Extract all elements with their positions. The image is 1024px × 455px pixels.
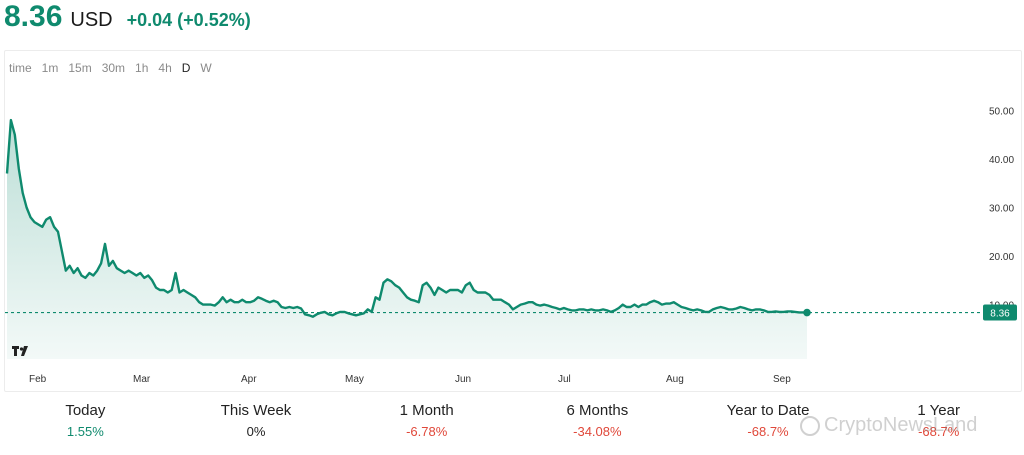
stat-value: -6.78% [406,424,448,439]
watermark: CryptoNewsLand [800,414,977,437]
currency-label: USD [70,9,113,31]
stat-label: Today [65,402,106,419]
current-price-badge [983,304,1017,321]
x-tick-label: Jul [558,374,571,385]
stat-value: -68.7% [918,424,960,439]
tradingview-logo-icon[interactable] [11,344,29,358]
performance-stats: Today 1.55% This Week 0% 1 Month -6.78% … [0,400,1024,455]
x-tick-label: Feb [29,374,47,385]
stat-label: Year to Date [726,402,810,419]
timeframe-time[interactable]: time [9,61,32,75]
stat-value: -68.7% [747,424,789,439]
x-tick-label: Sep [773,374,791,385]
timeframe-1h[interactable]: 1h [135,61,149,75]
stat-label: This Week [220,402,292,419]
y-tick-label: 40.00 [989,155,1014,166]
x-tick-label: Mar [133,374,151,385]
timeframe-1m[interactable]: 1m [41,61,59,75]
watermark-text: CryptoNewsLand [824,414,978,436]
x-tick-label: Aug [666,374,684,385]
stat-1-year: 1 Year -68.7% [853,400,1024,455]
timeframe-4h[interactable]: 4h [158,61,172,75]
price-header: 8.36 USD +0.04 (+0.52%) [4,0,251,40]
timeframe-d[interactable]: D [181,61,191,75]
timeframe-toolbar: time 1m 15m 30m 1h 4h D W [9,61,212,75]
stat-1-month: 1 Month -6.78% [341,400,512,455]
x-tick-label: Jun [455,374,471,385]
series-line [5,118,808,318]
current-price: 8.36 [4,0,63,33]
stat-this-week: This Week 0% [171,400,342,455]
timeframe-30m[interactable]: 30m [101,61,126,75]
price-change: +0.04 (+0.52%) [126,10,251,30]
x-tick-label: Apr [241,374,257,385]
stat-value: 0% [246,424,266,439]
stat-value: -34.08% [573,424,622,439]
y-tick-label: 30.00 [989,204,1014,215]
stat-label: 6 Months [566,402,629,419]
stat-today: Today 1.55% [0,400,171,455]
chart-panel[interactable]: time 1m 15m 30m 1h 4h D W 50.00 40.00 30.0… [4,50,1022,392]
stat-value: 1.55% [66,424,104,439]
timeframe-15m[interactable]: 15m [68,61,92,75]
copyright-icon [800,415,820,436]
stat-label: 1 Month [399,402,454,419]
last-point-marker [803,308,811,317]
stat-year-to-date: Year to Date -68.7% [683,400,854,455]
y-tick-label: 50.00 [989,106,1014,117]
price-chart[interactable]: 50.0040.0030.0020.0010.008.36FebMarAprMa… [5,51,1021,391]
series-area [7,120,807,359]
timeframe-w[interactable]: W [200,61,212,75]
x-tick-label: May [345,374,364,385]
stat-label: 1 Year [917,402,960,419]
current-price-badge-text: 8.36 [990,309,1010,320]
stat-6-months: 6 Months -34.08% [512,400,683,455]
y-tick-label: 20.00 [989,252,1014,263]
